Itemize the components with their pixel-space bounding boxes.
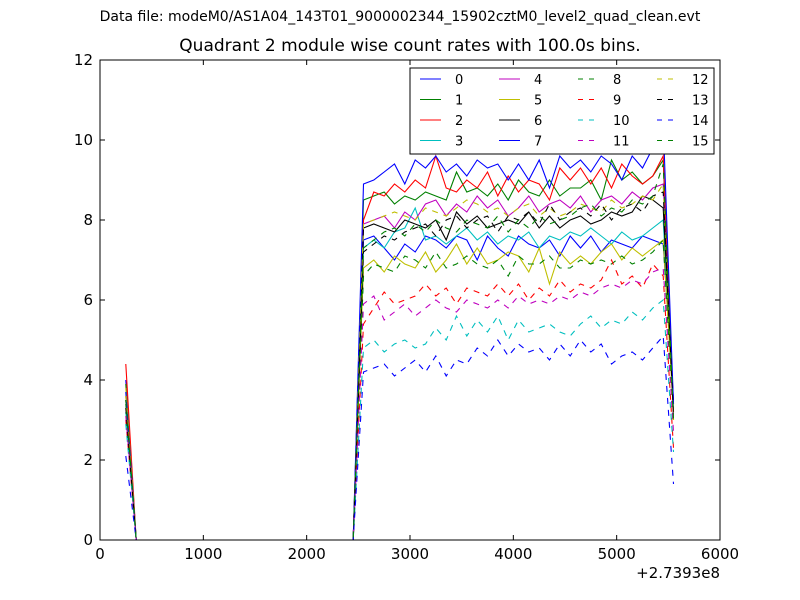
x-tick-label: 5000 [598,545,636,563]
legend-label-14: 14 [692,114,709,129]
legend-label-15: 15 [692,135,709,150]
y-tick-label: 8 [83,211,93,229]
y-tick-label: 6 [83,291,93,309]
legend-label-5: 5 [534,94,542,109]
series-line-14 [125,334,675,541]
x-tick-label: 1000 [184,545,222,563]
legend-label-0: 0 [455,73,463,88]
series-line-2 [125,153,675,541]
x-tick-label: 4000 [494,545,532,563]
series-line-9 [125,258,675,541]
x-offset-label: +2.7393e8 [636,564,720,582]
y-tick-label: 2 [83,451,93,469]
legend-label-11: 11 [613,135,630,150]
series-line-11 [125,267,675,541]
x-tick-label: 6000 [701,545,739,563]
x-tick-label: 2000 [288,545,326,563]
series-line-3 [125,206,675,541]
series-line-1 [125,158,675,541]
series-line-12 [125,182,675,541]
series-line-0 [125,234,675,541]
series-line-10 [125,298,675,541]
y-tick-label: 12 [74,51,93,69]
series-line-7 [125,123,675,541]
legend-label-2: 2 [455,114,463,129]
series-line-5 [125,238,675,541]
legend-label-3: 3 [455,135,463,150]
series-layer [125,123,675,541]
chart-title: Quadrant 2 module wise count rates with … [179,36,641,56]
legend-label-4: 4 [534,73,542,88]
legend-label-12: 12 [692,73,709,88]
y-tick-label: 0 [83,531,93,549]
y-tick-label: 4 [83,371,93,389]
y-tick-label: 10 [74,131,93,149]
series-line-6 [125,195,675,541]
legend-label-13: 13 [692,94,709,109]
legend-box [409,67,715,155]
legend-label-10: 10 [613,114,630,129]
data-file-title: Data file: modeM0/AS1A04_143T01_90000023… [99,9,701,25]
legend-label-7: 7 [534,135,542,150]
legend-label-9: 9 [613,94,621,109]
legend-label-6: 6 [534,114,542,129]
x-tick-label: 3000 [391,545,429,563]
series-line-13 [125,191,675,541]
legend-label-1: 1 [455,94,463,109]
x-tick-label: 0 [95,545,105,563]
series-line-8 [125,238,675,541]
legend-label-8: 8 [613,73,621,88]
